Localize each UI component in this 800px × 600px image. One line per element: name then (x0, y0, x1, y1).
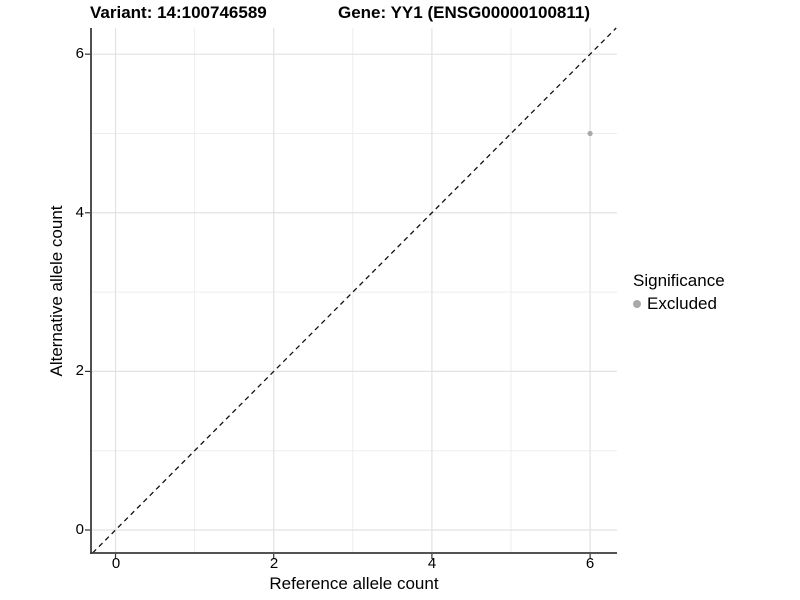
plot-title-gene: Gene: YY1 (ENSG00000100811) (338, 3, 591, 22)
y-tick-label-6: 6 (75, 45, 84, 62)
y-axis-title: Alternative allele count (47, 205, 66, 377)
legend-item-label: Excluded (647, 294, 717, 313)
plot-title-variant: Variant: 14:100746589 (90, 3, 267, 22)
legend-title: Significance (633, 271, 725, 290)
data-point (587, 130, 593, 137)
x-tick-label-4: 4 (427, 555, 437, 572)
y-tick-label-0: 0 (75, 521, 84, 538)
y-tick-label-2: 2 (75, 362, 84, 379)
y-tick-label-4: 4 (75, 204, 84, 221)
x-tick-label-0: 0 (111, 555, 121, 572)
identity-dashed-line (92, 27, 617, 554)
legend-item-excluded: Excluded (633, 294, 725, 314)
legend: Significance Excluded (633, 271, 725, 314)
x-axis-title: Reference allele count (269, 574, 439, 593)
x-tick-label-2: 2 (269, 555, 279, 572)
legend-point-icon (633, 300, 641, 308)
x-tick-label-6: 6 (585, 555, 595, 572)
